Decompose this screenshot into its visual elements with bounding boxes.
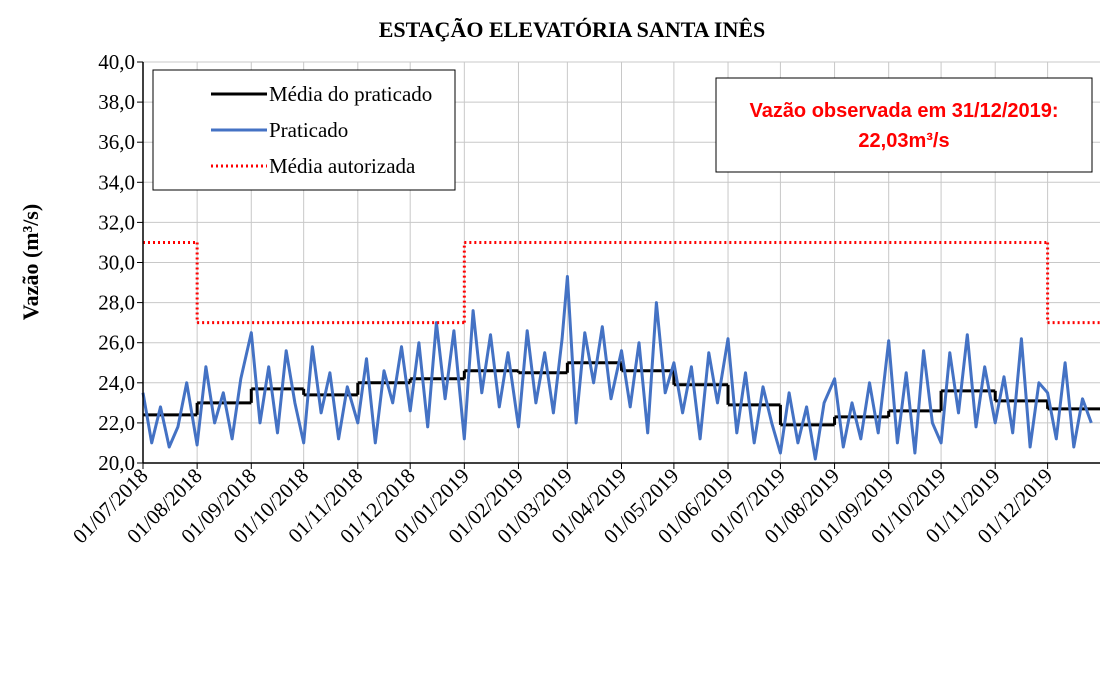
- annotation-box: [715, 77, 1093, 173]
- y-tick-label: 36,0: [98, 130, 135, 154]
- y-tick-label: 22,0: [98, 411, 135, 435]
- y-tick-label: 38,0: [98, 90, 135, 114]
- chart-title: ESTAÇÃO ELEVATÓRIA SANTA INÊS: [379, 17, 766, 42]
- legend-label: Média do praticado: [269, 82, 432, 106]
- y-tick-label: 26,0: [98, 331, 135, 355]
- y-tick-label: 24,0: [98, 371, 135, 395]
- y-tick-label: 30,0: [98, 251, 135, 275]
- y-tick-label: 32,0: [98, 210, 135, 234]
- annotation-text: Vazão observada em 31/12/2019:: [749, 100, 1058, 122]
- y-axis-label: Vazão (m³/s): [18, 204, 43, 320]
- legend-box: [152, 69, 456, 191]
- y-tick-label: 20,0: [98, 451, 135, 475]
- legend-label: Média autorizada: [269, 154, 416, 178]
- series-line: [141, 275, 1093, 461]
- annotation-text: 22,03m³/s: [858, 130, 949, 152]
- y-tick-label: 40,0: [98, 50, 135, 74]
- legend-label: Praticado: [269, 118, 348, 142]
- y-tick-label: 28,0: [98, 291, 135, 315]
- y-tick-label: 34,0: [98, 170, 135, 194]
